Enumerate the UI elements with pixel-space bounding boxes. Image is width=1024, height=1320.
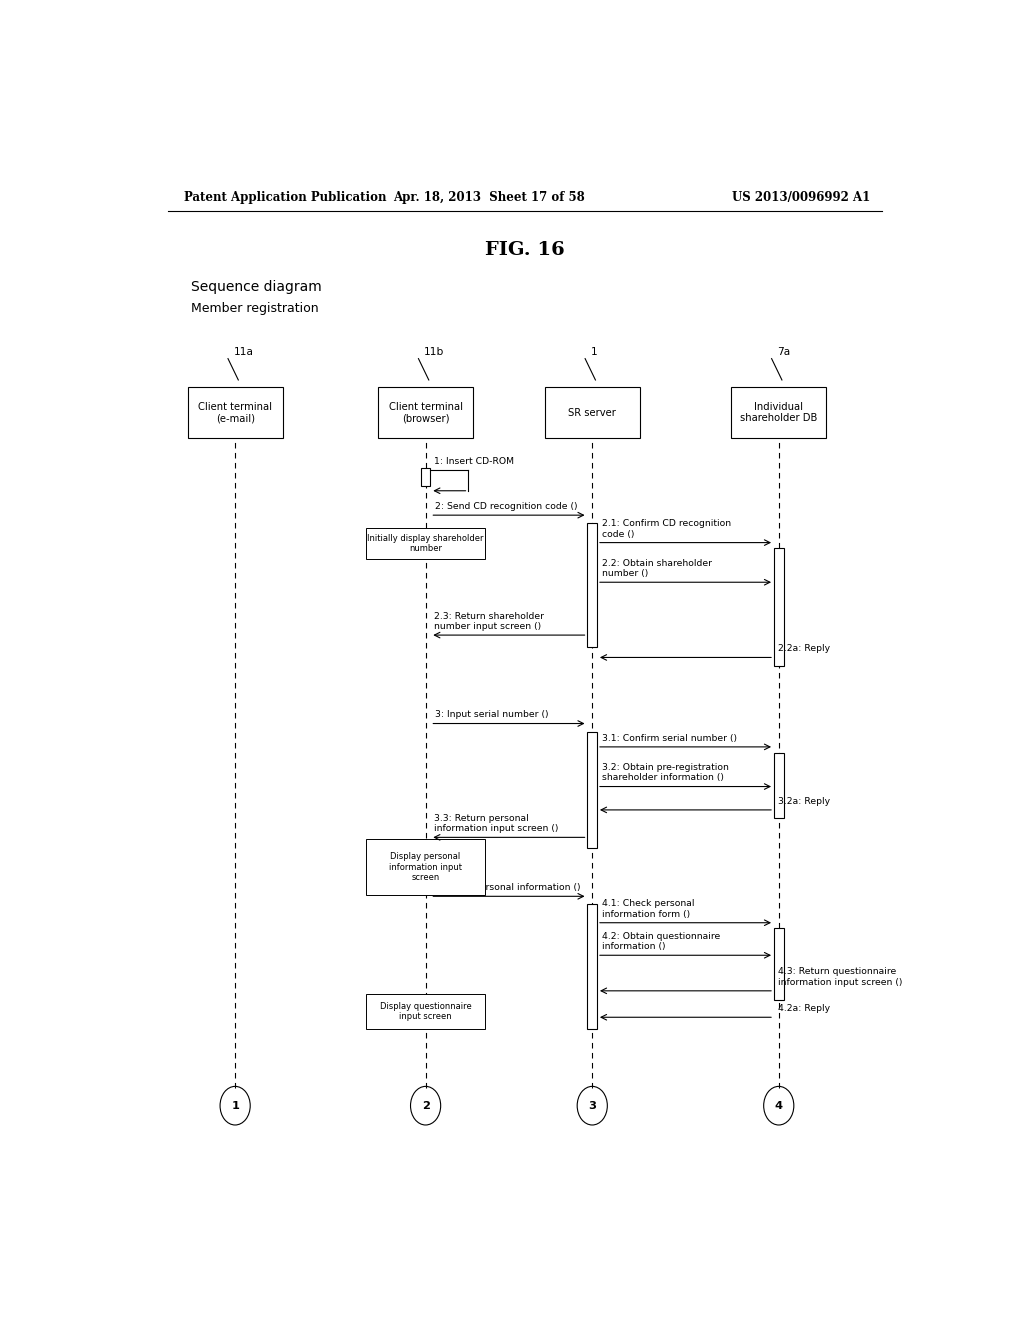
Text: 1: Insert CD-ROM: 1: Insert CD-ROM	[433, 457, 514, 466]
Bar	[367, 840, 485, 895]
Text: 1: 1	[591, 347, 597, 356]
Text: 2.2: Obtain shareholder
number (): 2.2: Obtain shareholder number ()	[602, 558, 712, 578]
Bar	[588, 523, 597, 647]
Text: Individual
shareholder DB: Individual shareholder DB	[740, 401, 817, 424]
Bar	[774, 752, 783, 818]
Text: Display personal
information input
screen: Display personal information input scree…	[389, 853, 462, 882]
Text: 2.1: Confirm CD recognition
code (): 2.1: Confirm CD recognition code ()	[602, 519, 731, 539]
Text: 3.2a: Reply: 3.2a: Reply	[778, 797, 830, 805]
Text: 4: 4	[775, 1101, 782, 1110]
Text: Client terminal
(browser): Client terminal (browser)	[388, 401, 463, 424]
Text: 2.3: Return shareholder
number input screen (): 2.3: Return shareholder number input scr…	[434, 611, 545, 631]
Text: Member registration: Member registration	[191, 302, 319, 315]
Bar	[187, 387, 283, 438]
Text: 7a: 7a	[777, 347, 791, 356]
Bar	[588, 904, 597, 1030]
Bar	[367, 994, 485, 1030]
Bar	[774, 928, 783, 1001]
Text: Apr. 18, 2013  Sheet 17 of 58: Apr. 18, 2013 Sheet 17 of 58	[393, 190, 585, 203]
Text: 3.2: Obtain pre-registration
shareholder information (): 3.2: Obtain pre-registration shareholder…	[602, 763, 729, 783]
Text: 2: Send CD recognition code (): 2: Send CD recognition code ()	[435, 502, 578, 511]
Bar	[367, 528, 485, 558]
Text: Client terminal
(e-mail): Client terminal (e-mail)	[198, 401, 272, 424]
Bar	[774, 548, 783, 665]
Text: 3: 3	[588, 1101, 596, 1110]
Text: 4.2a: Reply: 4.2a: Reply	[778, 1005, 830, 1014]
Text: 2: 2	[422, 1101, 429, 1110]
Bar	[378, 387, 473, 438]
Text: 2.2a: Reply: 2.2a: Reply	[778, 644, 830, 653]
Text: FIG. 16: FIG. 16	[485, 240, 564, 259]
Text: SR server: SR server	[568, 408, 616, 417]
Text: 11b: 11b	[424, 347, 444, 356]
Bar	[545, 387, 640, 438]
Bar	[588, 731, 597, 847]
Text: 4.1: Check personal
information form (): 4.1: Check personal information form ()	[602, 899, 694, 919]
Text: US 2013/0096992 A1: US 2013/0096992 A1	[732, 190, 870, 203]
Text: Sequence diagram: Sequence diagram	[191, 280, 323, 294]
Bar	[421, 469, 430, 486]
Text: 3.3: Return personal
information input screen (): 3.3: Return personal information input s…	[434, 814, 559, 833]
Text: 4: Input personal information (): 4: Input personal information ()	[435, 883, 581, 892]
Text: Initially display shareholder
number: Initially display shareholder number	[368, 533, 484, 553]
Text: Patent Application Publication: Patent Application Publication	[183, 190, 386, 203]
Text: Display questionnaire
input screen: Display questionnaire input screen	[380, 1002, 471, 1022]
Bar	[731, 387, 826, 438]
Text: 1: 1	[231, 1101, 239, 1110]
Text: 4.2: Obtain questionnaire
information (): 4.2: Obtain questionnaire information ()	[602, 932, 720, 952]
Text: 11a: 11a	[233, 347, 254, 356]
Text: 3: Input serial number (): 3: Input serial number ()	[435, 710, 549, 719]
Text: 4.3: Return questionnaire
information input screen (): 4.3: Return questionnaire information in…	[778, 968, 902, 987]
Text: 3.1: Confirm serial number (): 3.1: Confirm serial number ()	[602, 734, 737, 743]
